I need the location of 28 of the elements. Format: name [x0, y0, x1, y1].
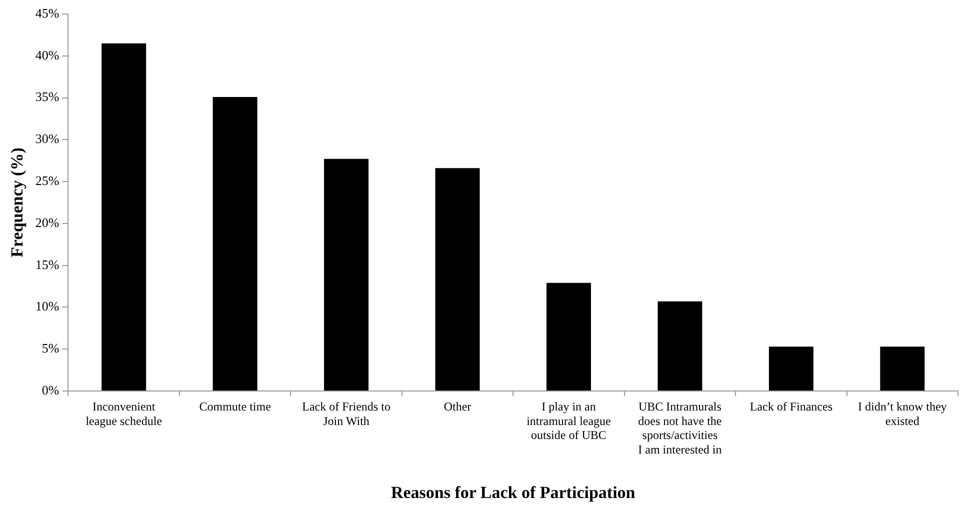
x-tick-label: Commute time — [199, 399, 271, 414]
x-tick-label: Lack of Finances — [750, 399, 833, 414]
x-tick-label: I didn’t know they existed — [858, 399, 947, 428]
y-tick-label: 10% — [35, 298, 60, 314]
y-tick-label: 20% — [35, 214, 60, 230]
x-tick-label: UBC Intramurals does not have the sports/activities I am interested in — [638, 399, 722, 457]
bar — [324, 158, 369, 390]
bar — [212, 96, 258, 390]
bar — [435, 168, 480, 390]
x-tick-label: Other — [444, 399, 472, 414]
y-tick-label: 40% — [35, 47, 60, 62]
y-tick-label: 5% — [42, 340, 60, 356]
y-tick-label: 15% — [35, 256, 60, 272]
bar — [546, 282, 591, 390]
y-axis-title: Frequency (%) — [8, 148, 27, 258]
x-tick-label: Inconvenient league schedule — [86, 399, 162, 428]
bar — [658, 301, 702, 390]
y-tick-label: 30% — [35, 131, 60, 146]
bar — [880, 346, 925, 390]
x-axis-title: Reasons for Lack of Participation — [390, 483, 636, 502]
bar — [768, 346, 814, 390]
x-tick-label: I play in an intramural league outside of UBC — [526, 399, 611, 442]
y-tick-label: 25% — [35, 172, 60, 188]
x-tick-label: Lack of Friends to Join With — [302, 399, 390, 428]
y-tick-label: 45% — [35, 5, 60, 20]
bar — [102, 43, 146, 390]
y-tick-label: 0% — [42, 382, 60, 398]
y-tick-label: 35% — [35, 89, 60, 104]
